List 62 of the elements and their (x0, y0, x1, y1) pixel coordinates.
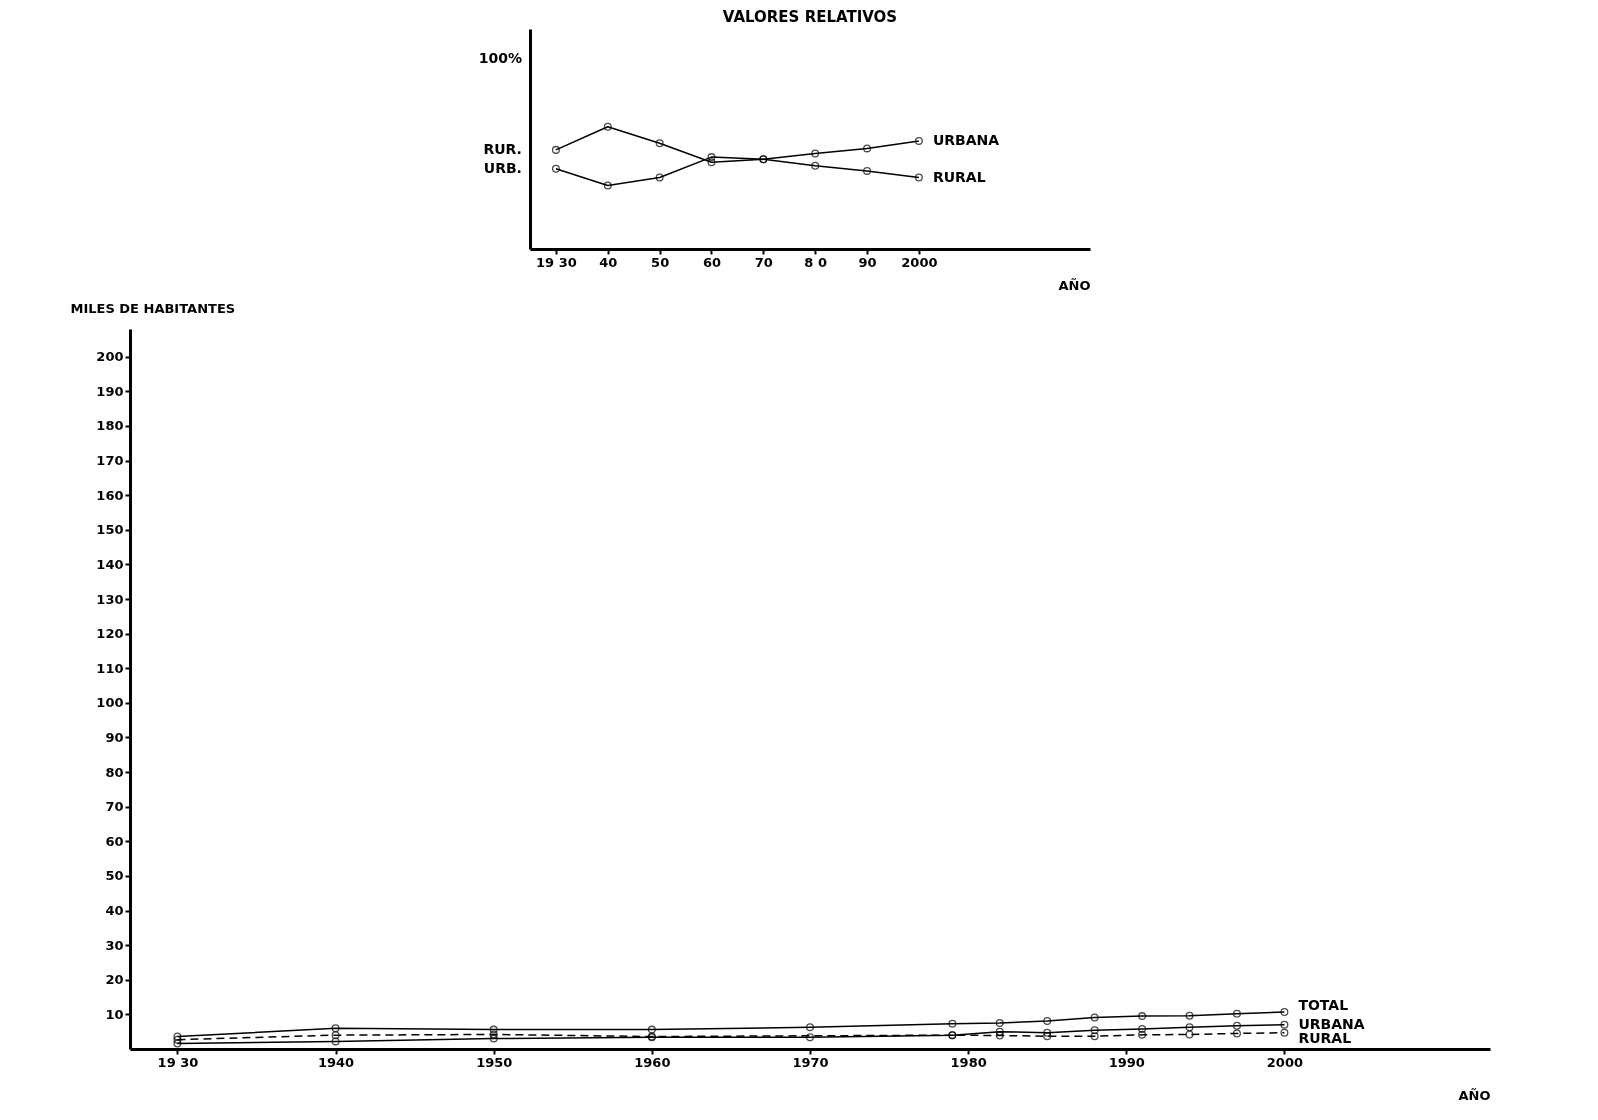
x-tick-label: 1980 (950, 1054, 987, 1070)
y-tick-label: 110 (96, 660, 124, 676)
y-tick-label: 130 (96, 591, 124, 607)
x-tick-label: 1970 (792, 1054, 829, 1070)
y-tick-label: 150 (96, 522, 124, 538)
point (551, 164, 560, 173)
y-tick-label: 140 (96, 556, 124, 572)
x-tick-label: 1990 (1108, 1054, 1145, 1070)
x-tick-label: 8 0 (804, 254, 827, 270)
point (863, 144, 872, 153)
x-tick-label: 2000 (901, 254, 938, 270)
series-label: TOTAL (1298, 996, 1349, 1013)
point (603, 122, 612, 131)
y-tick-label: 200 (96, 349, 124, 365)
x-tick-label: 19 30 (536, 254, 577, 270)
point (811, 149, 820, 158)
x-tick-label: 1960 (634, 1054, 671, 1070)
x-tick-label: 90 (858, 254, 877, 270)
point (655, 139, 664, 148)
annotation: URB. (483, 159, 522, 176)
y-tick-label: 80 (105, 764, 124, 780)
point (707, 153, 716, 162)
text: 100% (478, 50, 522, 66)
y-tick-label: 190 (96, 383, 124, 399)
x-tick-label: 70 (754, 254, 773, 270)
series-label: RURAL (1298, 1029, 1352, 1046)
series-label: URBANA (1298, 1015, 1365, 1032)
y-tick-label: 60 (105, 833, 124, 849)
y-tick-label: 30 (105, 937, 124, 953)
x-tick-label: 2000 (1266, 1054, 1304, 1070)
point (914, 173, 923, 182)
point (551, 145, 560, 154)
point (707, 158, 716, 167)
y-tick-label: 100 (96, 695, 124, 711)
x-tick-label: 60 (702, 254, 722, 270)
x-tick-label: 1950 (476, 1054, 513, 1070)
chart-title: VALORES RELATIVOS (722, 8, 898, 26)
point (863, 166, 872, 175)
series-label: URBANA (932, 132, 1000, 149)
x-tick-label: 50 (651, 254, 670, 270)
y-tick-label: 10 (105, 1006, 124, 1022)
point (914, 137, 923, 146)
y-tick-label: 90 (105, 729, 124, 745)
x-axis-title: AÑO (1058, 277, 1091, 293)
y-tick-label: 50 (105, 868, 124, 884)
y-tick-label: 40 (105, 903, 124, 919)
point (655, 173, 664, 182)
series-label: RURAL (932, 168, 986, 185)
y-tick-label: 120 (96, 626, 124, 642)
annotation: RUR. (483, 140, 522, 157)
y-tick-label: 70 (105, 799, 124, 815)
y-tick-label: 160 (96, 487, 124, 503)
y-tick-label: 180 (96, 418, 124, 434)
y-axis-title: MILES DE HABITANTES (70, 300, 236, 316)
point (603, 181, 612, 190)
x-axis-title: AÑO (1458, 1087, 1491, 1103)
x-tick-label: 19 30 (157, 1054, 199, 1070)
point (811, 161, 820, 170)
y-tick-label: 170 (96, 453, 124, 469)
x-tick-label: 1940 (317, 1054, 355, 1070)
y-tick-label: 20 (105, 972, 124, 988)
x-tick-label: 40 (599, 254, 618, 270)
